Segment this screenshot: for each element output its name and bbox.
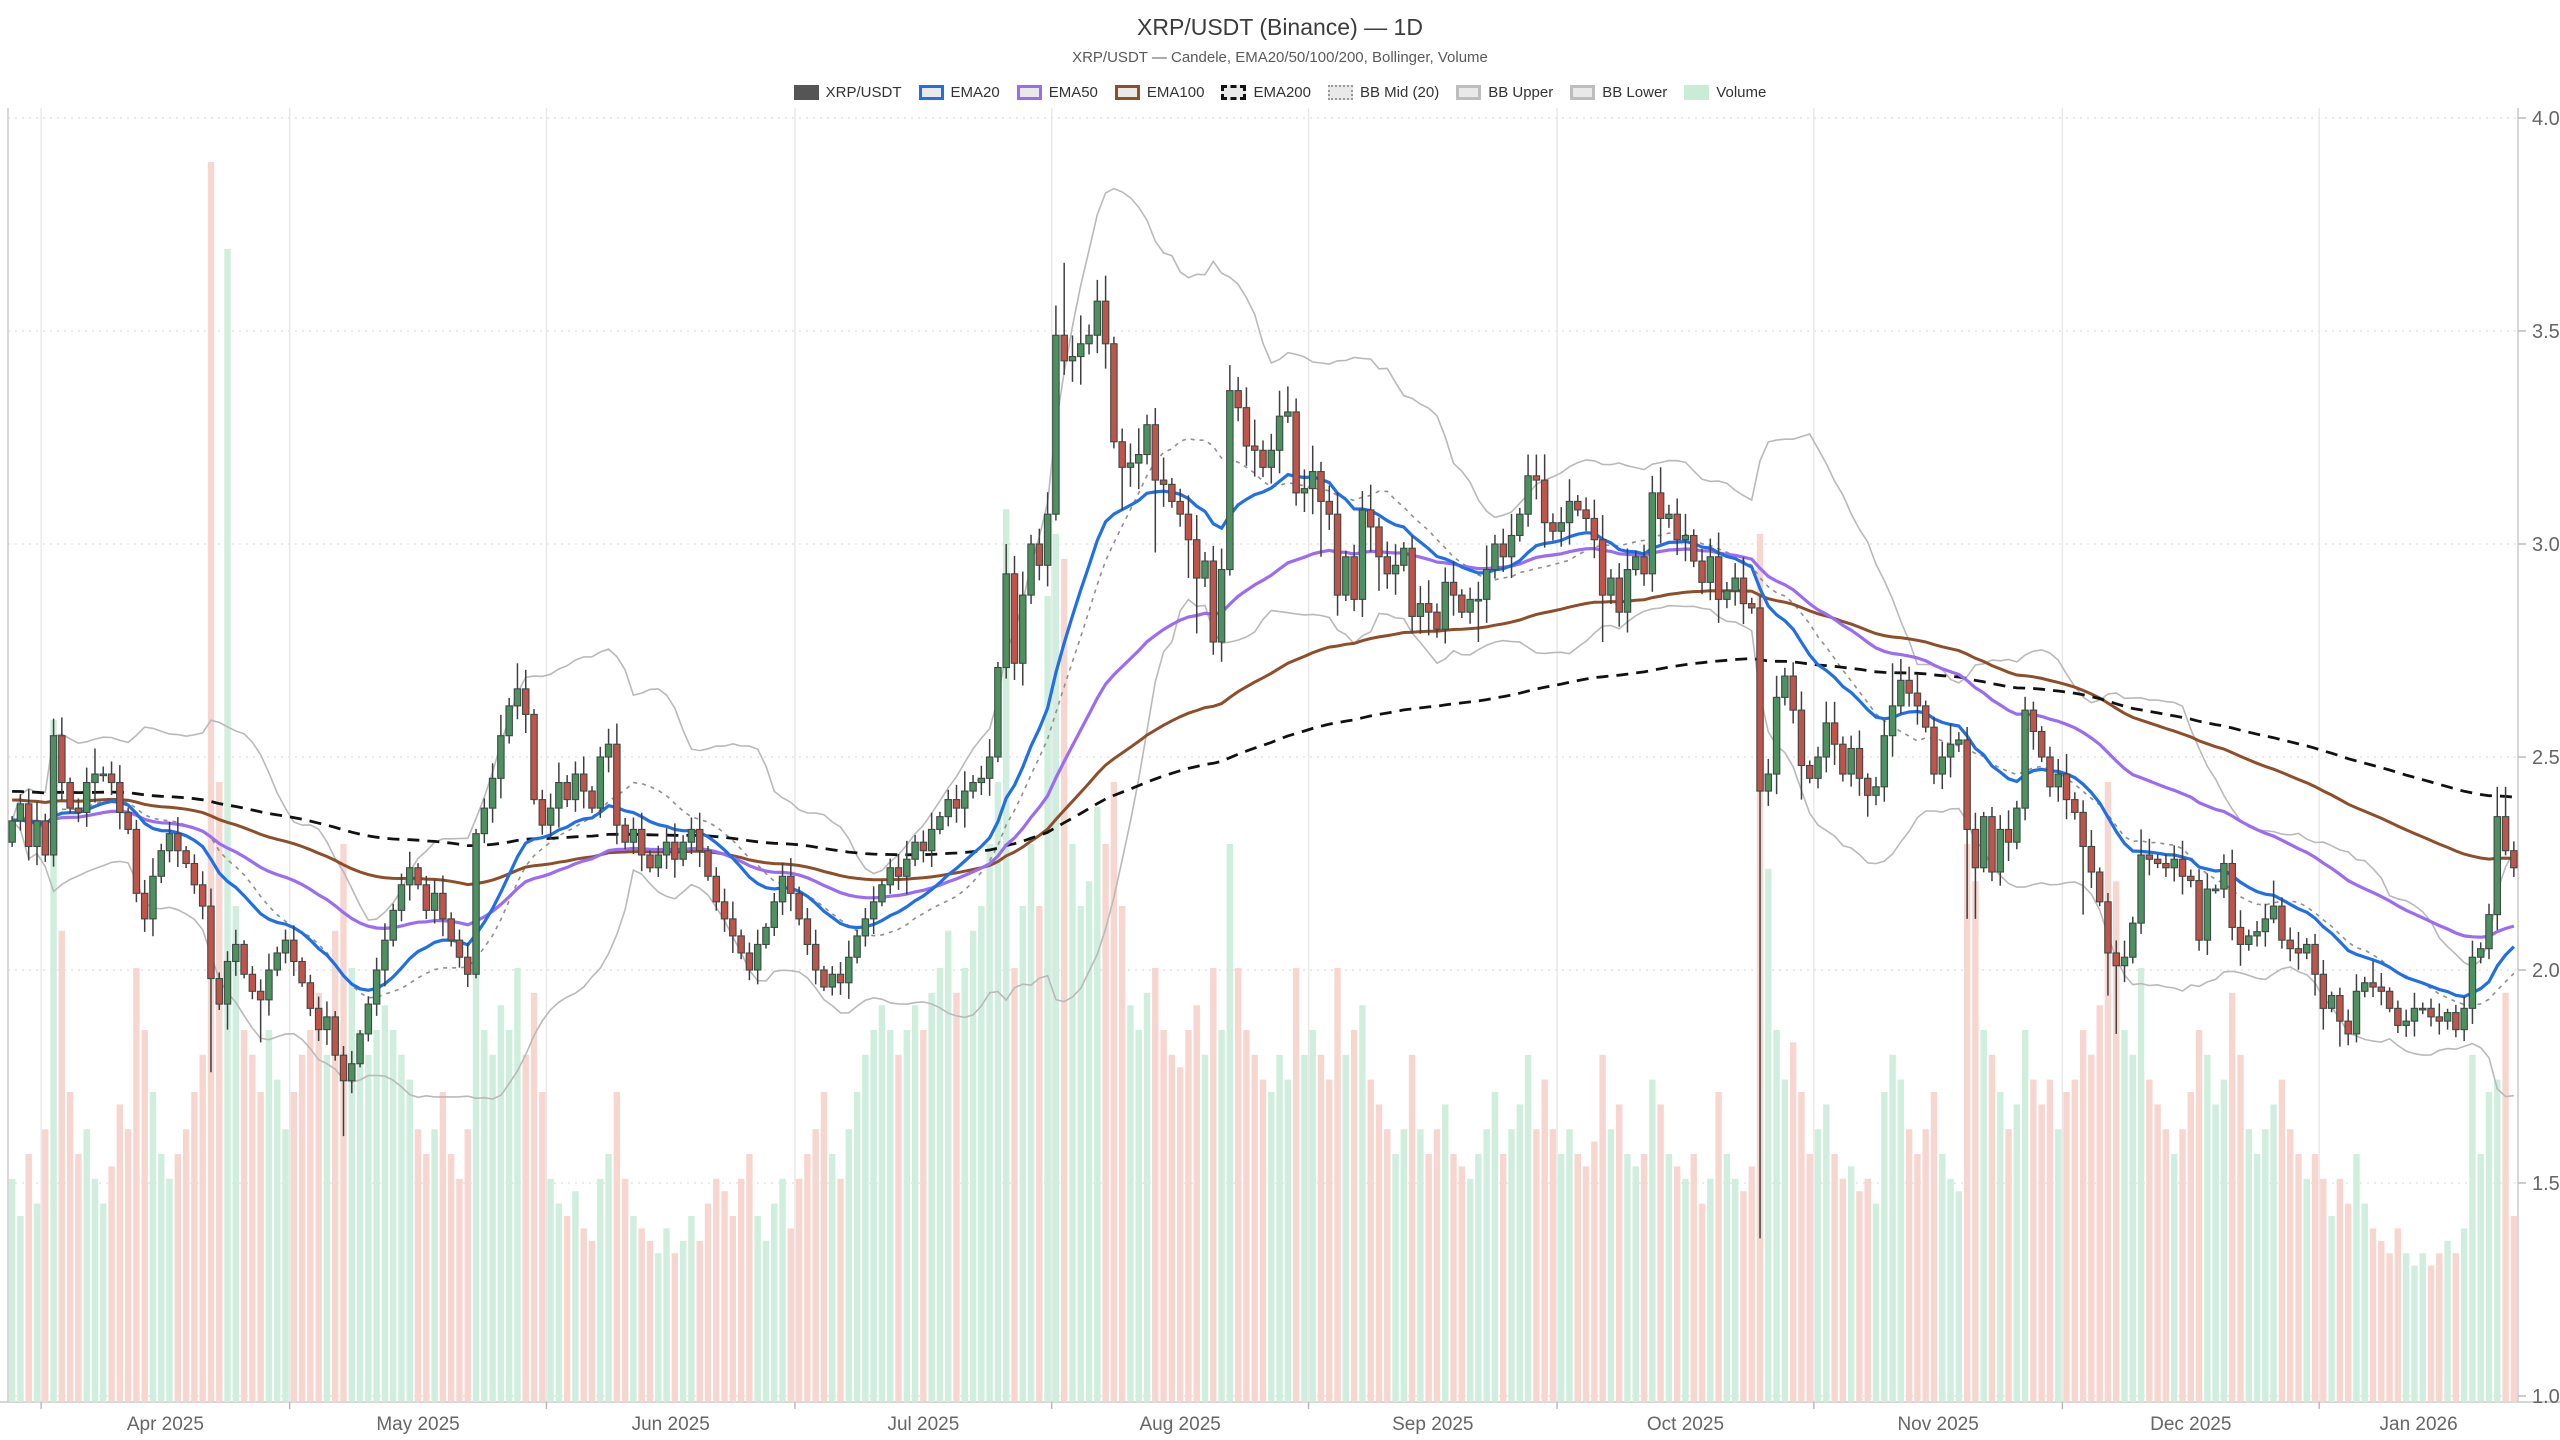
bb-lower-line [11,598,2514,1100]
legend-label: Volume [1716,84,1767,101]
y-tick-label: 2.0 [2532,960,2560,982]
legend-label: EMA20 [950,84,1000,101]
month-gridlines [40,108,2320,1409]
y-tick-label: 3.5 [2532,321,2560,343]
x-tick-label: Oct 2025 [1647,1414,1724,1435]
x-tick-label: May 2025 [376,1414,459,1435]
chart-header: XRP/USDT (Binance) — 1D XRP/USDT — Cande… [0,0,2560,66]
legend-item-0: XRP/USDT [793,84,902,101]
chart-title: XRP/USDT (Binance) — 1D [1137,14,1423,40]
x-tick-label: Jan 2026 [2380,1414,2458,1435]
legend-item-6: BB Upper [1456,84,1553,101]
chart-subtitle: XRP/USDT — Candele, EMA20/50/100/200, Bo… [1072,49,1488,66]
legend-swatch [1570,85,1596,100]
y-tick-label: 2.5 [2532,747,2560,769]
legend-label: EMA200 [1253,84,1311,101]
x-tick-label: Aug 2025 [1139,1414,1220,1435]
legend-label: BB Lower [1602,84,1668,101]
legend-label: BB Mid (20) [1360,84,1440,101]
x-tick-label: Sep 2025 [1392,1414,1473,1435]
y-tick-label: 1.0 [2532,1386,2560,1408]
legend-label: EMA100 [1146,84,1205,101]
bb-upper-line [11,187,2515,968]
legend-item-2: EMA50 [1016,84,1098,101]
legend-item-5: BB Mid (20) [1328,84,1439,101]
x-tick-label: Apr 2025 [127,1414,204,1435]
legend-item-4: EMA200 [1221,84,1311,101]
legend-label: BB Upper [1488,84,1554,101]
candles [8,262,2518,1239]
y-tick-label: 4.0 [2532,108,2560,130]
ema200-line [12,657,2515,857]
ema50-line [11,546,2515,939]
y-axis-labels: 4.0 3.5 3.0 2.5 2.0 1.5 1.0 [2518,108,2560,1408]
legend-swatch [1684,85,1710,100]
y-tick-label: 3.0 [2532,534,2560,556]
legend-label: EMA50 [1048,84,1098,101]
ema100-line [12,589,2514,887]
x-tick-label: Dec 2025 [2150,1414,2231,1435]
legend-swatch [1221,85,1247,100]
legend-swatch [1016,85,1042,100]
x-tick-label: Nov 2025 [1897,1414,1978,1435]
x-tick-label: Jul 2025 [887,1414,959,1435]
legend-item-7: BB Lower [1570,84,1667,101]
chart-legend: XRP/USDT EMA20 EMA50 EMA100 EMA200 BB Mid (20… [0,84,2560,101]
ema20-line [11,472,2516,999]
legend-label: XRP/USDT [825,84,902,101]
y-tick-label: 1.5 [2532,1173,2560,1195]
legend-swatch [1114,85,1140,100]
bb-mid-line [11,437,2515,1006]
legend-swatch [1328,85,1353,100]
legend-swatch [793,85,819,100]
indicator-lines [11,187,2516,1100]
legend-swatch [1456,85,1482,100]
volume-bars [8,162,2518,1402]
legend-item-8: Volume [1684,84,1766,101]
legend-item-3: EMA100 [1114,84,1205,101]
legend-swatch [918,85,944,100]
x-tick-label: Jun 2025 [632,1414,710,1435]
legend-item-1: EMA20 [918,84,1000,101]
x-axis-labels: Apr 2025 May 2025 Jun 2025 Jul 2025 Aug 2025… [127,1414,2458,1435]
